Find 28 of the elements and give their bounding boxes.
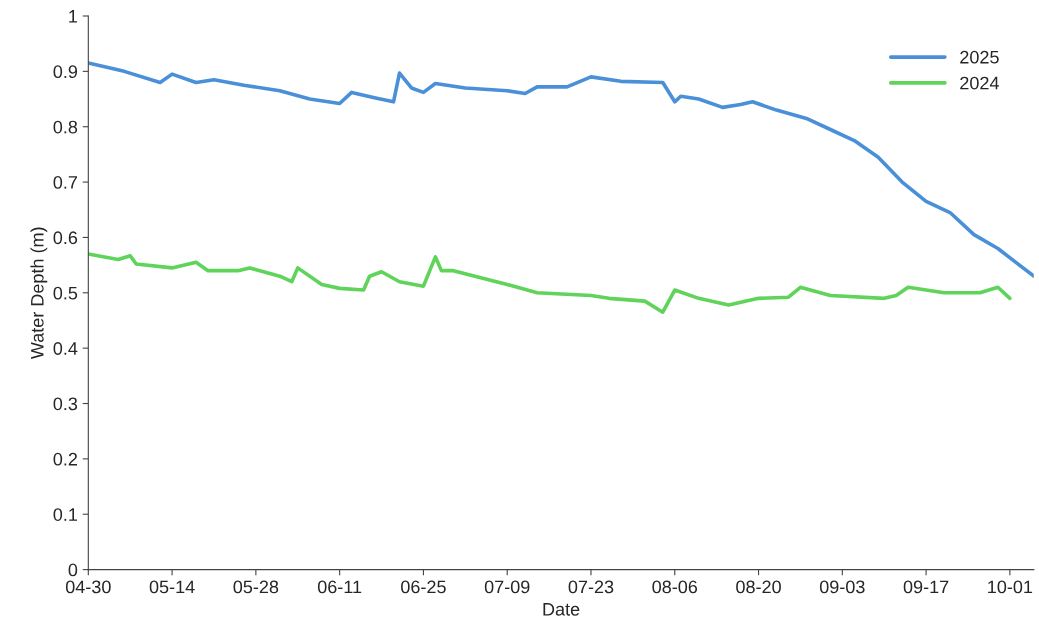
x-axis-title: Date [543,603,580,616]
y-tick-label: 0.9 [53,65,78,79]
y-tick-label: 0.5 [53,286,78,300]
x-tick-label: 05-28 [233,580,279,594]
legend-label: 2025 [960,50,999,64]
x-tick-label: 09-17 [903,580,949,594]
y-tick-label: 1 [69,10,78,23]
x-tick-label: 04-30 [65,580,111,594]
line-series [88,252,1012,314]
x-tick-label: 08-06 [652,580,698,594]
y-axis-title: Water Depth (m) [30,227,48,360]
y-tick-label: 0.2 [53,452,77,466]
x-tick-label: 09-03 [819,580,865,594]
x-tick-label: 06-11 [317,580,362,594]
y-tick-label: 0.3 [53,397,78,411]
x-tick-label: 08-20 [736,580,781,594]
legend-label: 2024 [960,76,999,90]
y-tick-label: 0.8 [53,120,78,134]
x-tick-label: 10-01 [988,580,1033,594]
y-tick-label: 0.1 [53,508,78,521]
y-tick-label: 0 [68,563,78,577]
y-tick-label: 0.4 [53,342,78,355]
x-tick-label: 06-25 [401,580,446,594]
x-tick-label: 07-23 [568,580,614,594]
x-tick-label: 07-09 [484,580,530,594]
y-tick-label: 0.7 [53,176,77,189]
x-tick-label: 05-14 [149,580,195,594]
y-tick-label: 0.6 [53,231,78,245]
